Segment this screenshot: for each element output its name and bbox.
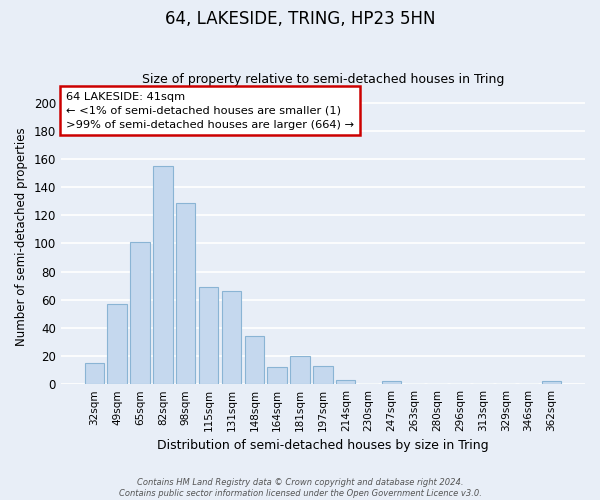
Text: Contains HM Land Registry data © Crown copyright and database right 2024.
Contai: Contains HM Land Registry data © Crown c… bbox=[119, 478, 481, 498]
Bar bbox=[313, 366, 332, 384]
Bar bbox=[290, 356, 310, 384]
Bar bbox=[176, 202, 196, 384]
Bar bbox=[199, 287, 218, 384]
Bar bbox=[130, 242, 150, 384]
Bar bbox=[542, 382, 561, 384]
Bar bbox=[245, 336, 264, 384]
Bar bbox=[222, 292, 241, 384]
X-axis label: Distribution of semi-detached houses by size in Tring: Distribution of semi-detached houses by … bbox=[157, 440, 489, 452]
Y-axis label: Number of semi-detached properties: Number of semi-detached properties bbox=[15, 127, 28, 346]
Title: Size of property relative to semi-detached houses in Tring: Size of property relative to semi-detach… bbox=[142, 73, 504, 86]
Text: 64, LAKESIDE, TRING, HP23 5HN: 64, LAKESIDE, TRING, HP23 5HN bbox=[165, 10, 435, 28]
Bar bbox=[153, 166, 173, 384]
Bar bbox=[268, 368, 287, 384]
Bar bbox=[85, 363, 104, 384]
Bar bbox=[107, 304, 127, 384]
Bar bbox=[336, 380, 355, 384]
Text: 64 LAKESIDE: 41sqm
← <1% of semi-detached houses are smaller (1)
>99% of semi-de: 64 LAKESIDE: 41sqm ← <1% of semi-detache… bbox=[66, 92, 354, 130]
Bar bbox=[382, 382, 401, 384]
